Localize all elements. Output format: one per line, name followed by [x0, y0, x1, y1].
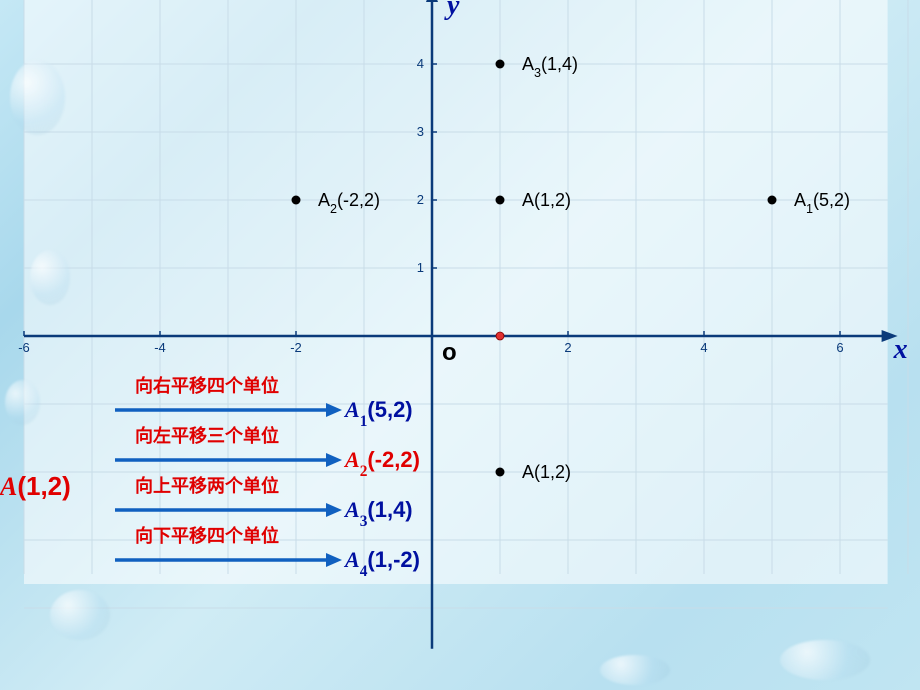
- y-tick-label: 4: [417, 56, 424, 71]
- transform-desc: 向右平移四个单位: [135, 375, 279, 396]
- point-A: [496, 196, 505, 205]
- x-axis-label: x: [893, 334, 908, 365]
- point-label-A: A(1,2): [522, 190, 571, 210]
- y-axis-label: y: [444, 0, 460, 21]
- water-drop: [600, 655, 670, 685]
- point-A2: [292, 196, 301, 205]
- water-drop: [5, 380, 40, 425]
- source-point-label: A(1,2): [0, 471, 71, 501]
- point-A4: [496, 468, 505, 477]
- y-tick-label: 2: [417, 192, 424, 207]
- x-tick-label: -6: [18, 340, 30, 355]
- point-A3: [496, 60, 505, 69]
- x-tick-label: -4: [154, 340, 166, 355]
- y-tick-label: 3: [417, 124, 424, 139]
- water-drop: [780, 640, 870, 680]
- x-tick-label: 6: [836, 340, 843, 355]
- highlight-marker: [496, 332, 504, 340]
- transform-desc: 向下平移四个单位: [135, 525, 279, 546]
- x-tick-label: 4: [700, 340, 707, 355]
- point-A1: [768, 196, 777, 205]
- transform-desc: 向上平移两个单位: [135, 475, 279, 496]
- water-drop: [50, 590, 110, 640]
- transform-desc: 向左平移三个单位: [135, 425, 279, 446]
- water-drop: [30, 250, 70, 305]
- origin-label: o: [442, 339, 457, 366]
- y-tick-label: 1: [417, 260, 424, 275]
- point-label-A4: A(1,2): [522, 462, 571, 482]
- coordinate-chart: -6-4-224612345xyoA(1,2)A1(5,2)A2(-2,2)A3…: [0, 0, 920, 690]
- plot-background: [24, 0, 888, 584]
- y-axis-arrow: [426, 0, 438, 2]
- x-tick-label: -2: [290, 340, 302, 355]
- water-drop: [10, 60, 65, 135]
- x-tick-label: 2: [564, 340, 571, 355]
- y-tick-label: 5: [417, 0, 424, 3]
